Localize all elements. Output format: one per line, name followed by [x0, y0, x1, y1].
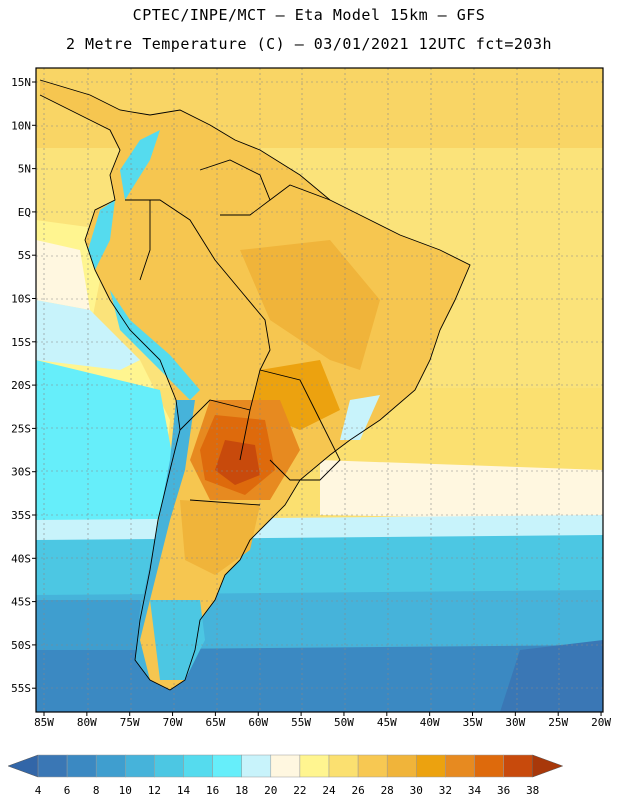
longitude-label: 30W: [505, 716, 525, 729]
longitude-label: 45W: [377, 716, 397, 729]
longitude-label: 60W: [248, 716, 268, 729]
latitude-label: 45S: [11, 596, 31, 609]
land-field: [40, 80, 470, 690]
latitude-label: 10N: [11, 119, 31, 132]
colorbar-label: 30: [410, 784, 423, 797]
longitude-label: 80W: [77, 716, 97, 729]
colorbar-swatch: [357, 754, 388, 778]
colorbar-label: 4: [35, 784, 42, 797]
colorbar-swatch: [241, 754, 272, 778]
longitude-label: 70W: [163, 716, 183, 729]
map-title-line-1: CPTEC/INPE/MCT – Eta Model 15km – GFS: [132, 6, 486, 24]
colorbar-label: 24: [322, 784, 336, 797]
colorbar-swatch: [154, 754, 184, 778]
latitude-label: 25S: [11, 422, 31, 435]
longitude-label: 85W: [34, 716, 54, 729]
colorbar: 4 6 8 10 12 14 16 18 20 22 24 26 28 30 32 34 36 38: [7, 754, 564, 797]
colorbar-label: 26: [351, 784, 364, 797]
latitude-label: 10S: [11, 293, 31, 306]
colorbar-label: 18: [235, 784, 248, 797]
longitude-label: 35W: [463, 716, 483, 729]
colorbar-label: 36: [497, 784, 510, 797]
colorbar-label: 16: [206, 784, 219, 797]
graticule: [36, 68, 603, 712]
colorbar-label: 34: [468, 784, 482, 797]
colorbar-label: 10: [119, 784, 132, 797]
colorbar-swatch: [66, 754, 97, 778]
colorbar-label: 28: [381, 784, 394, 797]
latitude-label: EQ: [18, 206, 31, 219]
latitude-label: 15N: [11, 76, 31, 89]
latitude-label: 5S: [18, 249, 31, 262]
longitude-label: 25W: [548, 716, 568, 729]
colorbar-swatch: [416, 754, 446, 778]
colorbar-low-arrow: [7, 754, 39, 778]
colorbar-swatch: [183, 754, 213, 778]
colorbar-swatch: [328, 754, 359, 778]
colorbar-swatch: [125, 754, 155, 778]
colorbar-swatch: [212, 754, 242, 778]
colorbar-swatch: [270, 754, 301, 778]
latitude-label: 5N: [18, 163, 31, 176]
colorbar-swatch: [445, 754, 475, 778]
latitude-label: 20S: [11, 379, 31, 392]
longitude-label: 20W: [591, 716, 611, 729]
latitude-label: 35S: [11, 509, 31, 522]
colorbar-swatch: [37, 754, 68, 778]
latitude-label: 50S: [11, 639, 31, 652]
colorbar-swatch: [95, 754, 126, 778]
colorbar-label: 32: [439, 784, 452, 797]
colorbar-swatch: [474, 754, 504, 778]
colorbar-label: 6: [64, 784, 71, 797]
colorbar-label: 22: [293, 784, 306, 797]
longitude-label: 75W: [120, 716, 140, 729]
map-frame: [35, 67, 604, 713]
country-borders: [39, 79, 471, 691]
colorbar-label: 8: [93, 784, 100, 797]
colorbar-swatch: [503, 754, 533, 778]
latitude-label: 40S: [11, 552, 31, 565]
longitude-labels: 85W 80W 75W 70W 65W 60W 55W 50W 45W 40W 35W 30W 25W 2…: [34, 712, 611, 729]
colorbar-label: 14: [177, 784, 191, 797]
colorbar-label: 20: [264, 784, 277, 797]
map-title-line-2: 2 Metre Temperature (C) – 03/01/2021 12U…: [65, 35, 553, 53]
latitude-label: 55S: [11, 682, 31, 695]
longitude-label: 65W: [205, 716, 225, 729]
colorbar-swatch: [386, 754, 417, 778]
latitude-label: 15S: [11, 336, 31, 349]
latitude-label: 30S: [11, 466, 31, 479]
longitude-label: 50W: [334, 716, 354, 729]
longitude-label: 55W: [291, 716, 311, 729]
longitude-label: 40W: [420, 716, 440, 729]
colorbar-swatch: [299, 754, 330, 778]
latitude-labels: 15N 10N 5N EQ 5S 10S 15S 20S 25S 30S 35S 40S 45S 50S 5…: [11, 76, 36, 695]
colorbar-high-arrow: [532, 754, 564, 778]
colorbar-label: 12: [148, 784, 161, 797]
colorbar-label: 38: [526, 784, 539, 797]
